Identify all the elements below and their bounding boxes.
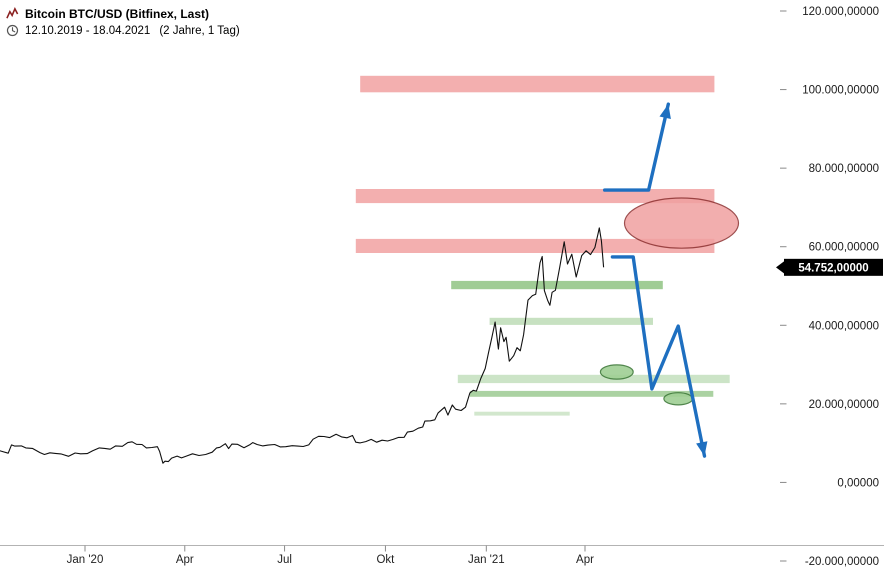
support-zone[interactable] — [451, 280, 663, 290]
projection-down-arrow[interactable] — [610, 255, 707, 458]
date-range-duration: (2 Jahre, 1 Tag) — [159, 24, 240, 37]
support-zone[interactable] — [469, 390, 714, 397]
resistance-zone[interactable] — [355, 238, 715, 253]
y-axis-label: 100.000,00000 — [802, 85, 879, 97]
x-axis-label: Apr — [176, 554, 194, 566]
support-ellipse-1[interactable] — [599, 364, 634, 380]
x-axis-label: Jan '20 — [67, 554, 104, 566]
projection-down-arrow-head — [696, 441, 708, 457]
resistance-zone[interactable] — [360, 75, 715, 93]
last-price-label: 54.752,00000 — [798, 262, 868, 274]
y-axis-label: 20.000,00000 — [809, 399, 879, 411]
x-axis-label: Jan '21 — [468, 554, 505, 566]
y-axis-label: 80.000,00000 — [809, 163, 879, 175]
chart-header: Bitcoin BTC/USD (Bitfinex, Last) 12.10.2… — [6, 5, 240, 39]
y-axis-label: 60.000,00000 — [809, 242, 879, 254]
support-zone[interactable] — [474, 411, 570, 416]
support-ellipse-2[interactable] — [663, 392, 694, 406]
y-axis-label: 40.000,00000 — [809, 320, 879, 332]
price-line — [0, 227, 605, 464]
resistance-zone[interactable] — [355, 189, 715, 204]
instrument-title: Bitcoin BTC/USD (Bitfinex, Last) — [25, 6, 210, 21]
resistance-ellipse[interactable] — [623, 197, 740, 249]
support-zone[interactable] — [457, 374, 730, 384]
last-price-tag — [784, 258, 883, 276]
projection-up-arrow[interactable] — [603, 102, 670, 192]
x-axis-label: Apr — [576, 554, 594, 566]
title-row: Bitcoin BTC/USD (Bitfinex, Last) — [6, 5, 240, 22]
x-axis-label: Jul — [277, 554, 292, 566]
projection-up-arrow-head — [659, 104, 671, 119]
period-row: 12.10.2019 - 18.04.2021 (2 Jahre, 1 Tag) — [6, 22, 240, 39]
last-price-pointer — [776, 261, 784, 274]
y-axis-label: 120.000,00000 — [802, 6, 879, 18]
y-axis-label: 0,00000 — [837, 477, 879, 489]
support-zone[interactable] — [489, 317, 653, 325]
date-range: 12.10.2019 - 18.04.2021 — [25, 24, 151, 37]
x-axis-label: Okt — [376, 554, 395, 566]
y-axis-label: -20.000,00000 — [805, 556, 879, 568]
line-chart-icon — [6, 7, 19, 19]
clock-icon — [6, 24, 19, 37]
